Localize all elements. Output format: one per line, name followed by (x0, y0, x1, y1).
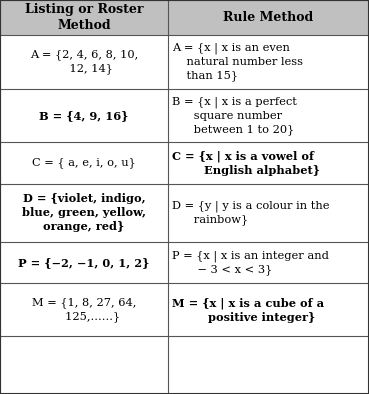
Text: B = {4, 9, 16}: B = {4, 9, 16} (39, 110, 129, 121)
Text: D = {y | y is a colour in the
      rainbow}: D = {y | y is a colour in the rainbow} (172, 200, 330, 225)
Bar (168, 89, 369, 142)
Text: M = {1, 8, 27, 64,
     125,......}: M = {1, 8, 27, 64, 125,......} (32, 298, 136, 322)
Text: A = {2, 4, 6, 8, 10,
    12, 14}: A = {2, 4, 6, 8, 10, 12, 14} (30, 50, 138, 74)
Text: Rule Method: Rule Method (223, 11, 314, 24)
Bar (168, 0, 369, 35)
Bar (0, 184, 168, 242)
Text: P = {x | x is an integer and
       − 3 < x < 3}: P = {x | x is an integer and − 3 < x < 3… (172, 250, 329, 275)
Text: B = {x | x is a perfect
      square number
      between 1 to 20}: B = {x | x is a perfect square number be… (172, 97, 297, 135)
Bar (168, 283, 369, 336)
Text: Listing or Roster
Method: Listing or Roster Method (25, 3, 143, 32)
Bar (0, 89, 168, 142)
Bar (168, 184, 369, 242)
Bar (168, 35, 369, 89)
Bar (0, 0, 168, 35)
Text: C = { a, e, i, o, u}: C = { a, e, i, o, u} (32, 158, 136, 168)
Text: C = {x | x is a vowel of
        English alphabet}: C = {x | x is a vowel of English alphabe… (172, 150, 320, 176)
Bar (0, 242, 168, 283)
Bar (0, 283, 168, 336)
Text: M = {x | x is a cube of a
         positive integer}: M = {x | x is a cube of a positive integ… (172, 297, 324, 323)
Bar (168, 142, 369, 184)
Bar (0, 35, 168, 89)
Bar (168, 242, 369, 283)
Text: D = {violet, indigo,
blue, green, yellow,
orange, red}: D = {violet, indigo, blue, green, yellow… (22, 193, 146, 232)
Text: P = {−2, −1, 0, 1, 2}: P = {−2, −1, 0, 1, 2} (18, 257, 150, 268)
Bar (0, 142, 168, 184)
Text: A = {x | x is an even
    natural number less
    than 15}: A = {x | x is an even natural number les… (172, 43, 303, 81)
